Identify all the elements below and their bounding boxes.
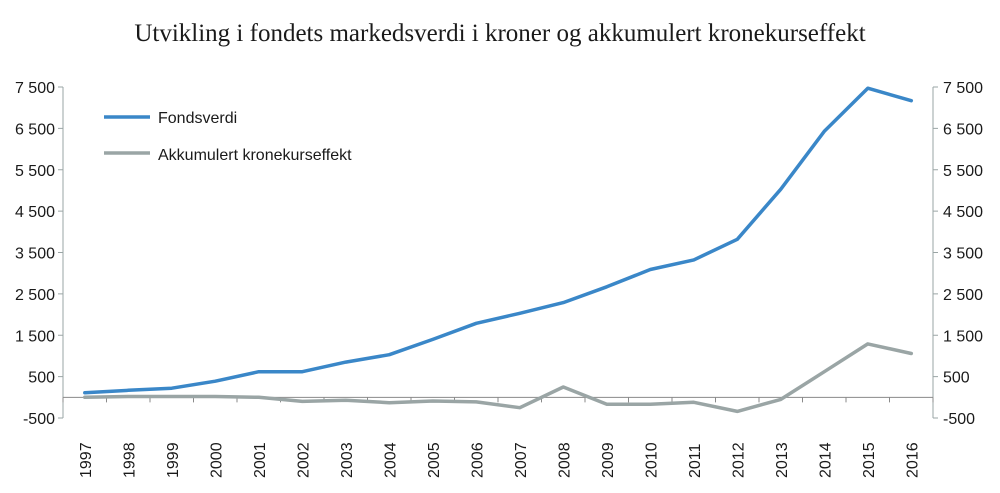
chart-title: Utvikling i fondets markedsverdi i krone… [134, 20, 865, 47]
y-tick-label-right: 1 500 [943, 328, 983, 345]
x-tick-label: 2013 [774, 442, 791, 478]
x-tick-label: 2005 [426, 442, 443, 478]
y-tick-label-left: 7 500 [15, 80, 55, 97]
series-lines [83, 86, 914, 414]
chart-axes [62, 87, 934, 418]
x-tick-label: 2014 [817, 442, 834, 478]
y-tick-label-left: 4 500 [15, 204, 55, 221]
x-tick-label: 1999 [165, 442, 182, 478]
y-tick-label-left: 6 500 [15, 121, 55, 138]
x-tick-label: 2003 [339, 442, 356, 478]
x-tick-label: 1998 [121, 442, 138, 478]
x-tick-label: 2015 [861, 442, 878, 478]
x-tick-label: 2012 [730, 442, 747, 478]
y-ticks-right: -500 500 1 500 2 500 3 500 4 500 5 500 6 500 7 5… [933, 80, 983, 428]
y-ticks-left: -500 500 1 500 2 500 3 500 4 500 5 500 6 500 7 5… [15, 80, 63, 428]
x-tick-label: 2002 [295, 442, 312, 478]
y-tick-label-right: -500 [943, 411, 975, 428]
y-tick-label-right: 5 500 [943, 163, 983, 180]
y-tick-label-right: 7 500 [943, 80, 983, 97]
x-tick-label: 2011 [687, 443, 704, 478]
y-tick-label-right: 2 500 [943, 287, 983, 304]
x-tick-label: 2010 [643, 442, 660, 478]
x-tick-label: 2016 [904, 442, 921, 478]
x-ticks: 1997 1998 1999 2000 2001 2002 2003 2004 2005 2006… [62, 397, 934, 478]
x-tick-label: 1997 [78, 442, 95, 478]
y-tick-label-right: 4 500 [943, 204, 983, 221]
y-tick-label-left: 500 [28, 370, 55, 387]
y-tick-label-left: 5 500 [15, 163, 55, 180]
x-tick-label: 2000 [208, 442, 225, 478]
y-tick-label-right: 500 [943, 370, 970, 387]
y-tick-label-left: 2 500 [15, 287, 55, 304]
x-tick-label: 2004 [382, 442, 399, 478]
x-tick-label: 2009 [600, 442, 617, 478]
series-line-0 [83, 86, 914, 395]
x-tick-label: 2008 [556, 442, 573, 478]
legend-label-fondsverdi: Fondsverdi [158, 110, 237, 127]
x-tick-label: 2001 [252, 442, 269, 478]
y-tick-label-right: 6 500 [943, 121, 983, 138]
x-tick-label: 2007 [513, 442, 530, 478]
y-tick-label-left: 1 500 [15, 328, 55, 345]
legend: Fondsverdi Akkumulert kronekurseffekt [104, 110, 352, 164]
x-tick-label: 2006 [469, 442, 486, 478]
series-line-1 [83, 342, 914, 414]
y-tick-label-left: 3 500 [15, 246, 55, 263]
y-tick-label-right: 3 500 [943, 246, 983, 263]
y-tick-label-left: -500 [23, 411, 55, 428]
legend-label-kronekurseffekt: Akkumulert kronekurseffekt [158, 147, 352, 164]
